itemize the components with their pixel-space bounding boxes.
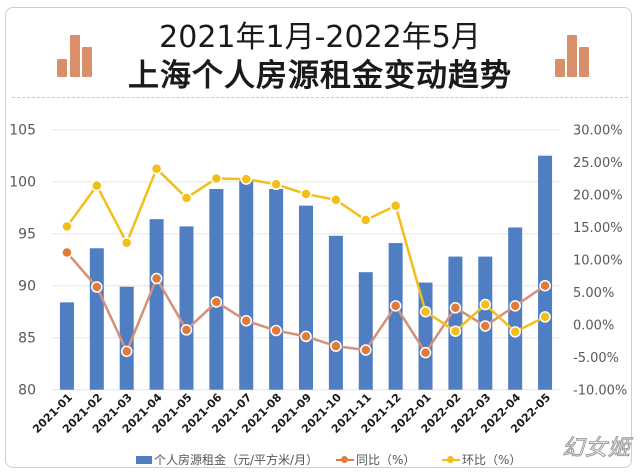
y-axis-tick-label: 100: [9, 175, 36, 191]
bar-chart-icon: [57, 35, 93, 77]
bar-2021-04: [149, 219, 164, 390]
bar-2021-12: [388, 243, 403, 390]
mom-point-2022-01: [419, 305, 432, 318]
mom-point-2021-10: [330, 194, 342, 206]
legend-label-yoy: 同比（%）: [356, 453, 416, 467]
mom-point-2021-07: [240, 173, 252, 185]
yoy-point-2021-08: [270, 324, 282, 337]
mom-point-2021-03: [120, 237, 133, 249]
chart-title-date-range: 2021年1月-2022年5月: [159, 20, 481, 55]
yoy-point-2021-10: [330, 340, 342, 352]
bar-2021-11: [358, 272, 373, 390]
line-marker-icon: [442, 455, 460, 465]
legend-item-yoy: 同比（%）: [336, 451, 415, 468]
y-axis-tick-label: 95: [18, 227, 36, 243]
bar-2021-06: [209, 188, 224, 390]
bar-2021-10: [328, 235, 343, 390]
chart-title: 上海个人房源租金变动趋势: [128, 58, 512, 94]
legend-label-mom: 环比（%）: [462, 453, 522, 467]
bar-swatch-icon: [136, 455, 152, 464]
legend-label-rent: 个人房源租金（元/平方米/月）: [154, 453, 319, 467]
yoy-point-2021-11: [360, 344, 372, 356]
mom-point-2022-05: [539, 311, 551, 323]
legend-item-mom: 环比（%）: [442, 451, 521, 468]
yoy-point-2021-07: [240, 315, 252, 327]
y2-axis-tick-label: 10.00%: [573, 254, 623, 269]
chart-frame: [5, 7, 632, 468]
mom-point-2021-04: [150, 162, 163, 175]
bar-2022-02: [448, 256, 463, 390]
bar-2021-05: [179, 226, 194, 390]
bar-2021-02: [89, 248, 104, 390]
yoy-point-2021-01: [61, 246, 73, 259]
legend-item-rent: 个人房源租金（元/平方米/月）: [136, 451, 318, 468]
y2-axis-tick-label: -10.00%: [573, 384, 627, 399]
bar-2022-05: [538, 155, 553, 390]
line-marker-icon: [336, 455, 354, 465]
y-axis-tick-label: 105: [9, 123, 36, 139]
mom-point-2021-01: [61, 220, 73, 233]
bar-2021-01: [59, 302, 74, 390]
chart-legend: 个人房源租金（元/平方米/月） 同比（%） 环比（%）: [0, 451, 640, 469]
y2-axis-tick-label: -5.00%: [573, 351, 619, 366]
y2-axis-tick-label: 30.00%: [573, 124, 623, 139]
mom-point-2021-08: [270, 178, 282, 191]
yoy-point-2022-01: [419, 346, 432, 359]
yoy-point-2021-03: [120, 345, 133, 358]
yoy-point-2021-09: [300, 330, 312, 343]
yoy-point-2021-12: [389, 300, 402, 312]
bar-2021-03: [119, 286, 134, 390]
yoy-point-2021-05: [180, 324, 193, 336]
mom-point-2022-02: [449, 325, 462, 337]
y-axis-tick-label: 80: [18, 383, 36, 399]
mom-point-2022-04: [509, 326, 521, 338]
mom-point-2021-02: [91, 179, 103, 192]
yoy-point-2022-04: [509, 300, 521, 312]
mom-point-2021-06: [210, 172, 223, 185]
yoy-point-2021-02: [91, 281, 103, 293]
mom-point-2021-05: [180, 192, 193, 204]
bar-2021-09: [299, 205, 313, 390]
y2-axis-tick-label: 0.00%: [573, 319, 614, 334]
mom-point-2022-03: [479, 298, 492, 311]
y2-axis-tick-label: 25.00%: [573, 156, 623, 171]
bar-2021-08: [269, 188, 284, 390]
yoy-point-2021-06: [210, 296, 223, 308]
y-axis-tick-label: 90: [18, 279, 36, 295]
bar-2021-07: [239, 180, 254, 390]
watermark: 幻女姬: [561, 436, 632, 462]
yoy-point-2022-03: [479, 320, 492, 332]
yoy-point-2022-02: [449, 302, 462, 314]
y2-axis-tick-label: 20.00%: [573, 189, 623, 204]
yoy-point-2022-05: [539, 279, 551, 292]
title-separator: [12, 97, 628, 98]
y-axis-tick-label: 85: [18, 331, 36, 347]
mom-point-2021-09: [300, 188, 312, 200]
y2-axis-tick-label: 5.00%: [573, 286, 614, 301]
bar-chart-icon: [555, 35, 591, 77]
mom-point-2021-11: [360, 214, 372, 226]
y2-axis-tick-label: 15.00%: [573, 221, 623, 236]
yoy-point-2021-04: [150, 272, 163, 285]
mom-point-2021-12: [389, 200, 402, 212]
